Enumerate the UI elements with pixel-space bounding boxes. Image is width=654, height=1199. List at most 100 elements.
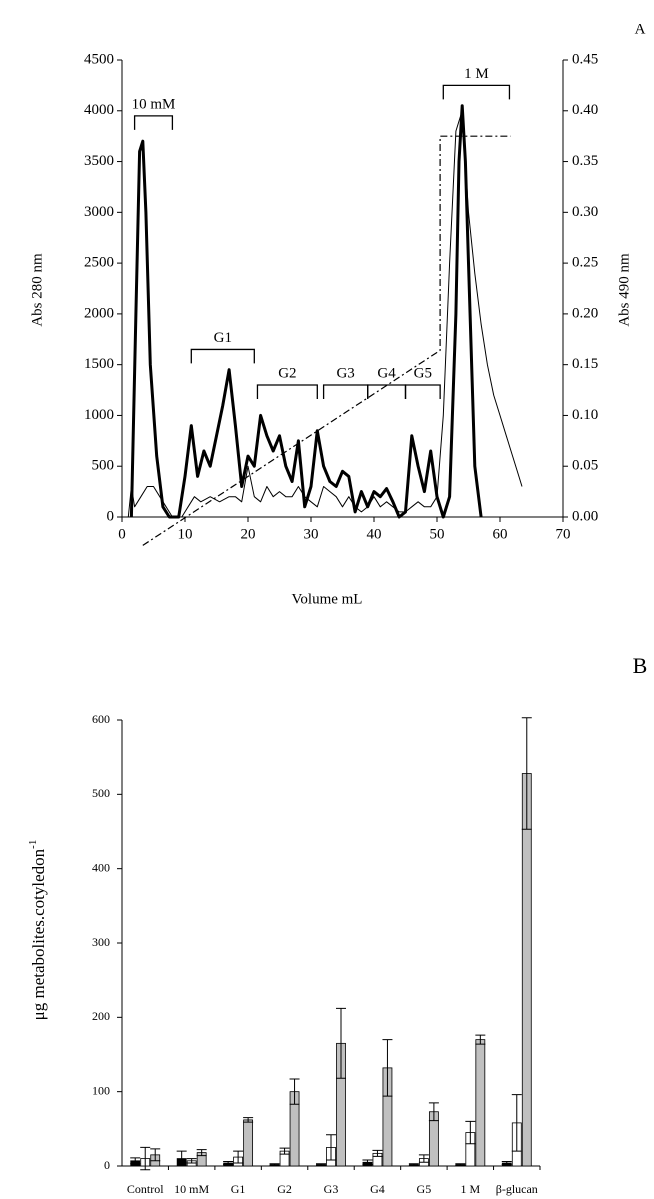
error-bar	[186, 1158, 197, 1164]
range-label: 10 mM	[132, 96, 176, 112]
y-tick-label: 4000	[84, 102, 114, 118]
range-label: G3	[336, 365, 354, 381]
range-bracket	[442, 84, 511, 100]
y2-tick-label: 0.35	[572, 153, 598, 169]
x-tick-label: 1 M	[460, 1182, 480, 1196]
error-bar	[372, 1149, 383, 1157]
data-line	[129, 104, 483, 519]
range-bracket	[404, 384, 441, 399]
error-bar	[269, 1163, 280, 1166]
range-label: G2	[278, 365, 296, 381]
y-axis-label-sup: -1	[27, 840, 39, 849]
error-bar	[465, 1120, 476, 1145]
error-bar	[511, 1094, 522, 1152]
x-tick-label: 10 mM	[174, 1182, 209, 1196]
x-tick-label: G3	[324, 1182, 339, 1196]
y-tick-label: 500	[92, 786, 110, 800]
y-tick-label: 2500	[84, 255, 114, 271]
error-bar	[336, 1007, 346, 1079]
y2-tick-label: 0.30	[572, 204, 598, 220]
y-tick-label: 400	[92, 860, 110, 874]
error-bar	[408, 1163, 419, 1166]
y2-tick-label: 0.05	[572, 458, 598, 474]
error-bar	[289, 1078, 300, 1105]
error-bar	[233, 1150, 244, 1164]
y-tick-label: 300	[92, 935, 110, 949]
error-bar	[475, 1034, 486, 1045]
x-tick-label: 50	[430, 526, 445, 542]
range-label: 1 M	[464, 66, 489, 82]
x-axis-label: Volume mL	[292, 591, 363, 607]
y2-tick-label: 0.15	[572, 356, 598, 372]
y-tick-label: 500	[92, 458, 115, 474]
y-tick-label: 3000	[84, 204, 114, 220]
panel-label: A	[635, 21, 646, 37]
y2-tick-label: 0.10	[572, 407, 598, 423]
range-label: G5	[414, 365, 432, 381]
x-tick-label: 70	[556, 526, 571, 542]
y2-axis-label: Abs 490 nm	[616, 253, 632, 327]
x-tick-label: 60	[493, 526, 508, 542]
error-bar	[243, 1117, 254, 1123]
y-tick-label: 0	[104, 1158, 110, 1172]
error-bar	[176, 1150, 187, 1167]
y-tick-label: 0	[107, 508, 115, 524]
y-tick-label: 600	[92, 712, 110, 726]
y2-tick-label: 0.25	[572, 255, 598, 271]
y-tick-label: 200	[92, 1009, 110, 1023]
y2-tick-label: 0.20	[572, 305, 598, 321]
data-line	[142, 135, 511, 546]
error-bar	[223, 1161, 234, 1166]
bar	[243, 1119, 254, 1167]
range-bracket	[133, 115, 174, 130]
x-tick-label: Control	[127, 1182, 164, 1196]
range-label: G1	[214, 330, 232, 346]
error-bar	[521, 717, 532, 830]
x-tick-label: 10	[178, 526, 193, 542]
x-tick-label: G2	[277, 1182, 292, 1196]
y-tick-label: 1000	[84, 407, 114, 423]
y-tick-label: 4500	[84, 51, 114, 67]
error-bar	[428, 1102, 439, 1122]
error-bar	[316, 1163, 326, 1166]
bar	[475, 1039, 486, 1167]
x-tick-label: G4	[370, 1182, 385, 1196]
y-tick-label: 3500	[84, 153, 114, 169]
y2-tick-label: 0.40	[572, 102, 598, 118]
panel-b: 0 100 200 300 400 500 600 μg metabolites.cotyle…	[27, 653, 648, 1196]
error-bar	[455, 1163, 466, 1166]
panel-label: B	[633, 653, 648, 678]
error-bar	[150, 1148, 161, 1162]
range-bracket	[322, 384, 369, 399]
error-bar	[418, 1154, 429, 1163]
error-bar	[326, 1134, 336, 1161]
range-bracket	[256, 384, 318, 399]
y-axis-label-main: μg metabolites.cotyledon	[29, 848, 48, 1020]
y2-tick-label: 0.00	[572, 508, 598, 524]
error-bar	[362, 1159, 373, 1166]
error-bar	[501, 1161, 512, 1166]
range-bracket	[367, 384, 407, 399]
panel-a: 0500100015002000250030003500400045000.00…	[29, 21, 645, 607]
y-tick-label: 1500	[84, 356, 114, 372]
x-tick-label: G5	[417, 1182, 432, 1196]
error-bar	[196, 1149, 207, 1157]
y-axis-label: Abs 280 nm	[29, 253, 45, 327]
x-tick-label: 0	[118, 526, 126, 542]
error-bar	[382, 1039, 393, 1097]
range-bracket	[190, 348, 255, 364]
x-tick-label: G1	[231, 1182, 246, 1196]
data-line	[125, 110, 523, 518]
error-bar	[140, 1146, 151, 1171]
y2-tick-label: 0.45	[572, 51, 598, 67]
range-label: G4	[377, 365, 396, 381]
error-bar	[279, 1147, 290, 1155]
y-tick-label: 2000	[84, 305, 114, 321]
y-axis-label: μg metabolites.cotyledon-1	[27, 840, 48, 1021]
y-tick-label: 100	[92, 1083, 110, 1097]
x-tick-label: 30	[304, 526, 319, 542]
error-bar	[130, 1157, 141, 1165]
x-tick-label: β-glucan	[496, 1182, 538, 1196]
bar	[521, 773, 532, 1167]
